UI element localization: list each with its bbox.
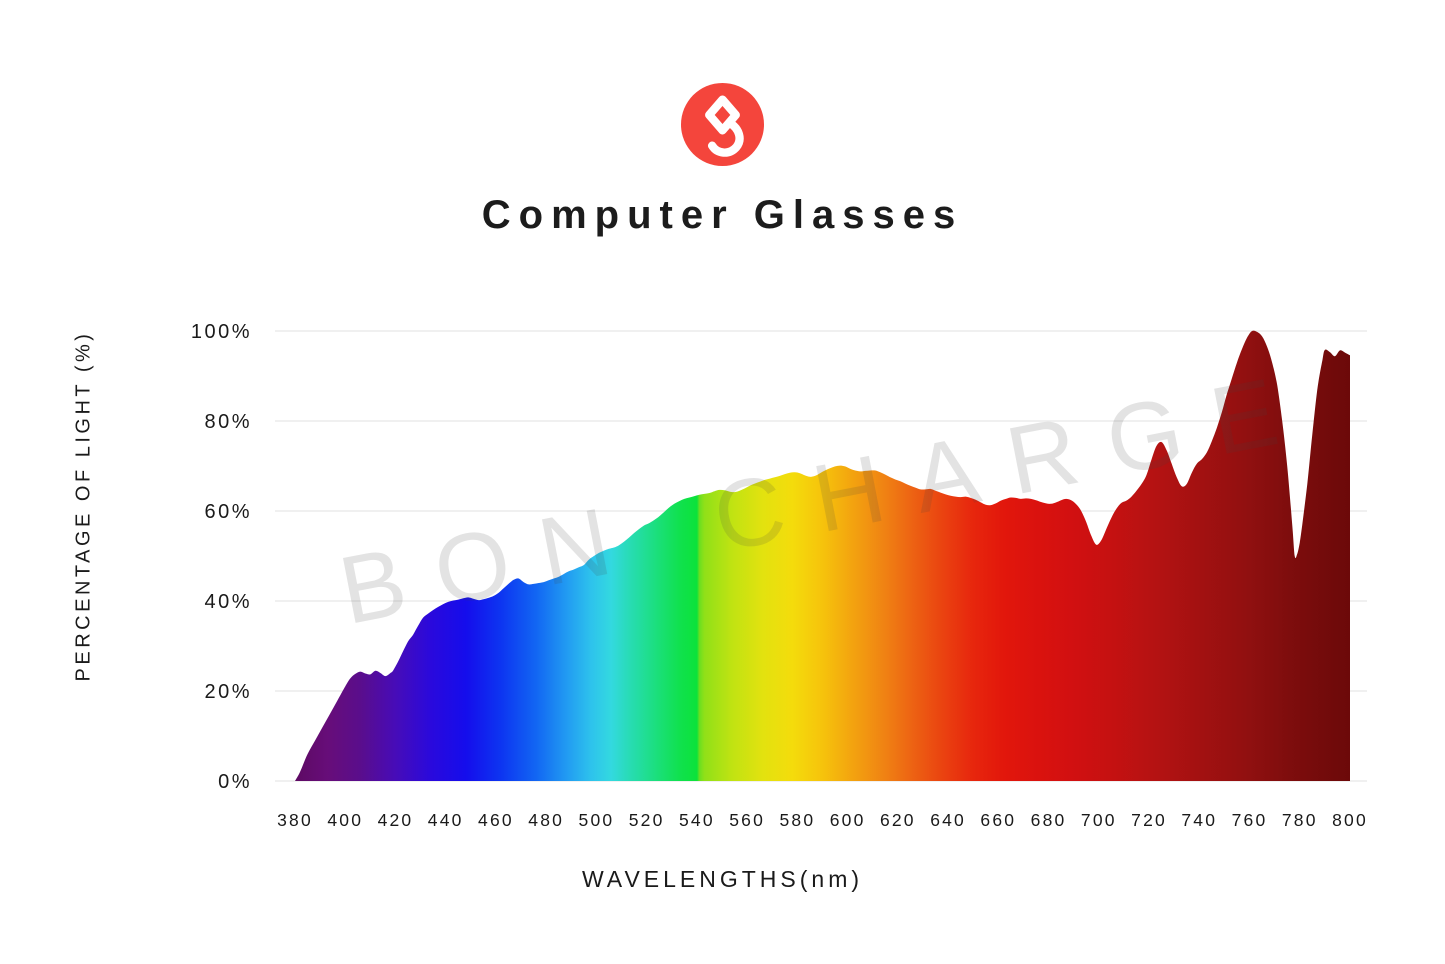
x-tick-label: 720: [1131, 810, 1167, 830]
y-tick-label: 80%: [204, 411, 252, 433]
page-title: Computer Glasses: [481, 193, 964, 237]
x-tick-label: 800: [1332, 810, 1368, 830]
bon-charge-logo-icon: [681, 83, 764, 166]
x-tick-label: 460: [478, 810, 514, 830]
x-tick-label: 580: [779, 810, 815, 830]
y-axis-title: PERCENTAGE OF LIGHT (%): [72, 330, 95, 682]
bon-charge-logo: [681, 83, 764, 166]
y-tick-label: 100%: [191, 321, 252, 343]
x-tick-label: 700: [1081, 810, 1117, 830]
x-tick-label: 680: [1031, 810, 1067, 830]
y-tick-label: 0%: [218, 771, 252, 793]
x-tick-label: 600: [830, 810, 866, 830]
logo-figure8-glyph: [705, 95, 744, 157]
x-tick-label: 480: [528, 810, 564, 830]
x-tick-label: 440: [428, 810, 464, 830]
x-axis-title: WAVELENGTHS(nm): [581, 866, 864, 892]
x-tick-label: 740: [1181, 810, 1217, 830]
y-tick-label: 20%: [204, 681, 252, 703]
x-tick-label: 420: [378, 810, 414, 830]
x-tick-label: 380: [277, 810, 313, 830]
x-tick-label: 640: [930, 810, 966, 830]
y-tick-label: 40%: [204, 591, 252, 613]
x-tick-label: 660: [980, 810, 1016, 830]
x-tick-label: 400: [327, 810, 363, 830]
spectrum-area-fill: [295, 330, 1350, 781]
x-tick-label: 560: [729, 810, 765, 830]
x-tick-label: 620: [880, 810, 916, 830]
x-tick-label: 780: [1282, 810, 1318, 830]
y-tick-label: 60%: [204, 501, 252, 523]
x-tick-label: 500: [579, 810, 615, 830]
x-tick-label: 760: [1232, 810, 1268, 830]
x-tick-label: 520: [629, 810, 665, 830]
x-tick-label: 540: [679, 810, 715, 830]
